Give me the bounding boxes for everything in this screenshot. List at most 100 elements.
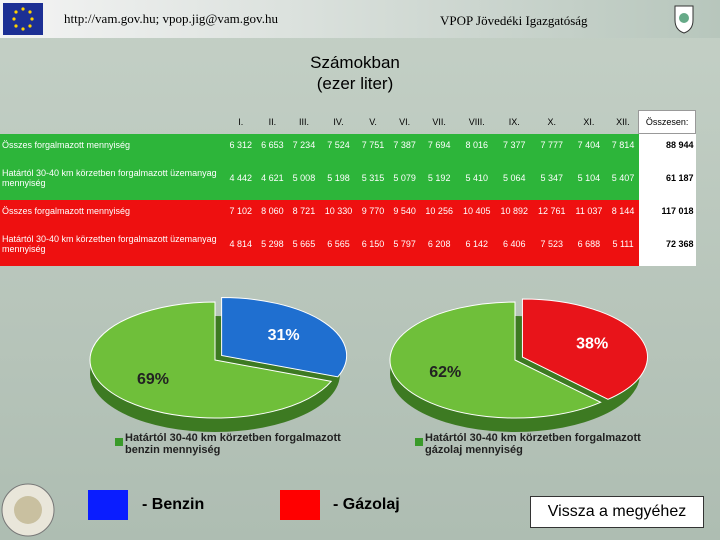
cell: 6 150: [357, 222, 389, 266]
column-header: III.: [298, 117, 309, 127]
cell: 7 523: [533, 222, 571, 266]
cell: 5 797: [388, 222, 421, 266]
cell: 9 770: [357, 200, 389, 222]
caption-box: Határtól 30-40 km körzetben forgalmazott…: [125, 432, 341, 456]
cell: 5 198: [319, 156, 358, 200]
cell: 5 104: [570, 156, 608, 200]
cell: 5 665: [288, 222, 320, 266]
pie-slice: [89, 301, 333, 419]
cell: 9 540: [388, 200, 421, 222]
caption-icon: [115, 438, 123, 446]
cell: 8 060: [256, 200, 289, 222]
cell: 5 410: [457, 156, 496, 200]
column-header: XI.: [583, 117, 595, 127]
cell: 5 298: [256, 222, 289, 266]
cell: 7 524: [319, 133, 358, 156]
cell: 6 406: [495, 222, 534, 266]
crest: [674, 5, 694, 34]
cell: 6 208: [420, 222, 458, 266]
cell: 6 312: [225, 133, 257, 156]
eu-flag: [3, 3, 43, 35]
legend-swatch-gazolaj: [280, 490, 320, 520]
cell: 5 008: [288, 156, 320, 200]
cell: 5 315: [357, 156, 389, 200]
cell: 5 347: [533, 156, 571, 200]
column-header: IX.: [508, 117, 520, 127]
pie-slice: [521, 298, 648, 400]
column-header: VI.: [399, 117, 411, 127]
column-header: V.: [369, 117, 377, 127]
cell: 4 621: [256, 156, 289, 200]
column-header: VII.: [432, 117, 446, 127]
corner-cell: [0, 111, 225, 134]
column-header: VIII.: [468, 117, 485, 127]
cell: 5 079: [388, 156, 421, 200]
cell: 5 064: [495, 156, 534, 200]
cell: 5 407: [607, 156, 639, 200]
row-label: Összes forgalmazott mennyiség: [0, 133, 225, 156]
column-header: XII.: [616, 117, 630, 127]
pie-charts: 31% 69% Határtól 30-40 km körzetben forgal…: [89, 297, 648, 456]
cell: 7 814: [607, 133, 639, 156]
pie-label: 38%: [576, 335, 608, 352]
cell: 61 187: [638, 156, 696, 200]
table-row: Összes forgalmazott mennyiség 7 102 8 060 8…: [0, 200, 696, 222]
row-label: Határtól 30-40 km körzetben forgalmazott…: [0, 156, 225, 200]
cell: 117 018: [638, 200, 696, 222]
cell: 7 387: [388, 133, 421, 156]
column-header: I.: [238, 117, 244, 127]
column-header: IV.: [333, 117, 344, 127]
cell: 72 368: [638, 222, 696, 266]
cell: 8 721: [288, 200, 320, 222]
cell: 7 777: [533, 133, 571, 156]
subtitle: (ezer liter): [316, 74, 394, 93]
title: Számokban: [310, 53, 400, 72]
column-header: Összesen:: [638, 110, 696, 134]
legend-gazolaj: - Gázolaj: [333, 496, 400, 513]
cell: 7 234: [288, 133, 320, 156]
header-url: http://vam.gov.hu; vpop.jig@vam.gov.hu: [64, 11, 278, 26]
cell: 7 377: [495, 133, 534, 156]
cell: 10 330: [319, 200, 358, 222]
cell: 6 565: [319, 222, 358, 266]
cell: 12 761: [533, 200, 571, 222]
cell: 7 102: [225, 200, 257, 222]
back-button[interactable]: Vissza a megyéhez: [530, 496, 704, 528]
cell: 10 892: [495, 200, 534, 222]
row-label: Összes forgalmazott mennyiség: [0, 200, 225, 222]
cell: 6 653: [256, 133, 289, 156]
cell: 7 404: [570, 133, 608, 156]
cell: 8 144: [607, 200, 639, 222]
cell: 7 694: [420, 133, 458, 156]
table-row: Határtól 30-40 km körzetben forgalmazott…: [0, 156, 696, 200]
cell: 10 405: [457, 200, 496, 222]
logo: [1, 483, 55, 537]
caption-box: Határtól 30-40 km körzetben forgalmazott…: [425, 432, 641, 456]
caption-icon: [415, 438, 423, 446]
cell: 5 111: [607, 222, 639, 266]
pie-label: 31%: [268, 327, 300, 344]
cell: 6 688: [570, 222, 608, 266]
table-row: Határtól 30-40 km körzetben forgalmazott…: [0, 222, 696, 266]
pie-caption: Határtól 30-40 km körzetben forgalmazott…: [425, 432, 641, 456]
header-org: VPOP Jövedéki Igazgatóság: [440, 13, 588, 28]
column-header: II.: [268, 117, 277, 127]
pie-slice: [221, 297, 348, 378]
cell: 8 016: [457, 133, 496, 156]
cell: 4 442: [225, 156, 257, 200]
data-table: I. II. III. IV. V. VI. VII. VIII. IX. X. XI. XII. Ös…: [0, 110, 696, 266]
pie-label: 69%: [137, 371, 169, 388]
cell: 4 814: [225, 222, 257, 266]
table-row: Összes forgalmazott mennyiség 6 312 6 653 7…: [0, 133, 696, 156]
cell: 10 256: [420, 200, 458, 222]
cell: 11 037: [570, 200, 608, 222]
cell: 5 192: [420, 156, 458, 200]
column-header: X.: [547, 117, 557, 127]
cell: 6 142: [457, 222, 496, 266]
header-row: I. II. III. IV. V. VI. VII. VIII. IX. X. XI. XII. Ös…: [0, 110, 696, 134]
legend-benzin: - Benzin: [142, 496, 205, 513]
cell: 7 751: [357, 133, 389, 156]
pie-caption: Határtól 30-40 km körzetben forgalmazott…: [125, 432, 341, 456]
pie-label: 62%: [429, 364, 461, 381]
